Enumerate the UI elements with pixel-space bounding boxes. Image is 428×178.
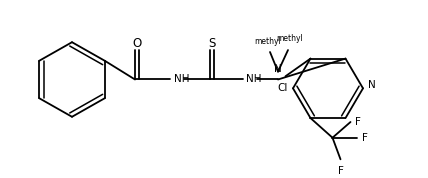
Text: NH: NH bbox=[246, 75, 262, 85]
Text: methyl: methyl bbox=[276, 34, 303, 43]
Text: methyl: methyl bbox=[255, 37, 281, 46]
Text: F: F bbox=[363, 133, 369, 143]
Text: NH: NH bbox=[174, 75, 190, 85]
Text: Cl: Cl bbox=[277, 83, 288, 93]
Text: S: S bbox=[208, 37, 216, 50]
Text: N: N bbox=[368, 80, 376, 90]
Text: F: F bbox=[338, 166, 343, 176]
Text: N: N bbox=[274, 64, 282, 74]
Text: O: O bbox=[132, 37, 142, 50]
Text: F: F bbox=[356, 117, 361, 127]
